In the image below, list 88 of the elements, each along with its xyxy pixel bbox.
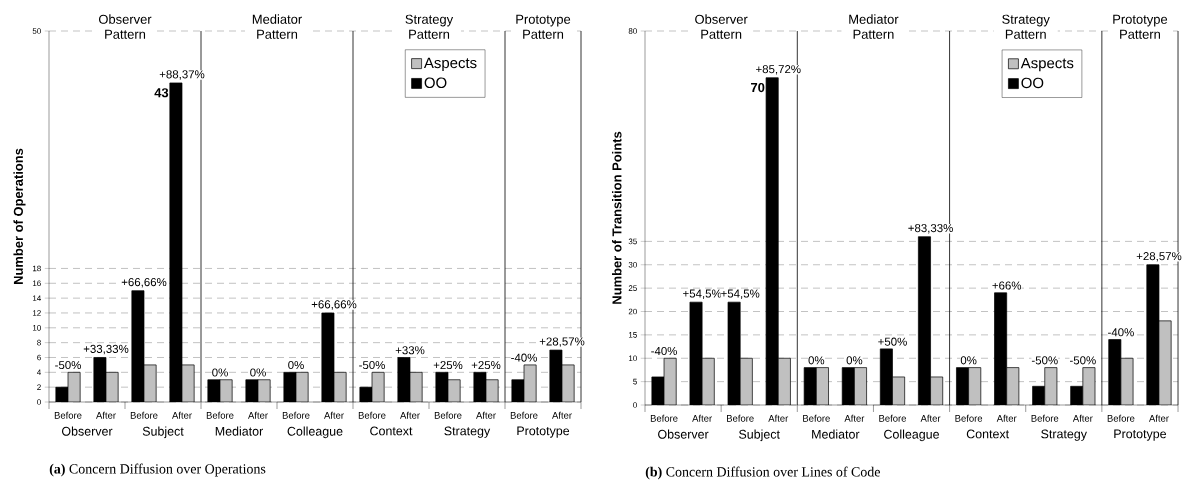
text: Colleague bbox=[884, 429, 939, 442]
annotation: -40% bbox=[511, 353, 537, 362]
annotation: +83,33% bbox=[908, 224, 953, 234]
text: Subject bbox=[142, 426, 184, 439]
text: Prototype bbox=[517, 426, 570, 438]
x-tick-label: After bbox=[248, 411, 268, 419]
text: Strategy bbox=[1041, 429, 1087, 441]
annotation: +54,5% bbox=[683, 289, 722, 299]
x-tick-label: After bbox=[476, 411, 496, 419]
annotation: Mediator Pattern bbox=[849, 14, 899, 39]
x-tick-label: After bbox=[1149, 414, 1169, 422]
x-tick-label: Before bbox=[54, 411, 82, 419]
annotation: +66,66% bbox=[311, 300, 357, 310]
x-tick-label: Before bbox=[282, 411, 310, 419]
legend-label: Aspects bbox=[423, 57, 477, 72]
data-label: 70 bbox=[751, 82, 765, 93]
x-tick-label: After bbox=[96, 411, 116, 419]
text: Prototype bbox=[1114, 429, 1167, 441]
x-tick-label: Before bbox=[879, 414, 906, 422]
x-tick-label: After bbox=[692, 414, 712, 422]
text: Observer bbox=[61, 426, 113, 436]
annotation: -40% bbox=[651, 346, 678, 356]
annotation: 0% bbox=[808, 356, 825, 365]
x-tick-label: Before bbox=[1107, 414, 1135, 422]
x-tick-label: Before bbox=[650, 414, 678, 422]
annotation: Strategy Pattern bbox=[1002, 14, 1050, 39]
annotation: +25% bbox=[471, 361, 501, 370]
annotation: 0% bbox=[960, 356, 977, 365]
annotation: +54,5% bbox=[721, 289, 760, 299]
text: Observer bbox=[658, 429, 709, 439]
annotation: Observer Pattern bbox=[695, 14, 748, 39]
annotation: -50% bbox=[359, 361, 385, 370]
data-label: 43 bbox=[154, 88, 169, 98]
x-tick-label: Before bbox=[510, 411, 538, 419]
annotation: 0% bbox=[250, 368, 266, 377]
annotation: -50% bbox=[1031, 356, 1058, 365]
text: Context bbox=[370, 426, 413, 436]
y-axis-title: Number of Operations bbox=[13, 148, 26, 285]
x-tick-label: After bbox=[172, 411, 192, 419]
annotation: Mediator Pattern bbox=[252, 14, 302, 39]
x-tick-label: Before bbox=[358, 411, 386, 419]
annotation: 0% bbox=[212, 368, 228, 377]
annotation: 0% bbox=[288, 361, 304, 370]
annotation: +33% bbox=[395, 346, 425, 355]
x-tick-label: Before bbox=[955, 414, 983, 422]
x-tick-label: Before bbox=[803, 414, 830, 422]
annotation: Prototype Pattern bbox=[516, 14, 571, 39]
annotation: -50% bbox=[1069, 356, 1096, 365]
x-tick-label: After bbox=[400, 411, 420, 419]
x-tick-label: Before bbox=[727, 414, 754, 422]
text: Mediator bbox=[812, 429, 860, 439]
x-tick-label: Before bbox=[206, 411, 234, 419]
text: Strategy bbox=[444, 426, 491, 438]
text: (b) Concern Diffusion over Lines of Code bbox=[645, 466, 880, 480]
annotation: -50% bbox=[55, 361, 81, 370]
annotation: Observer Pattern bbox=[98, 14, 152, 39]
x-tick-label: Before bbox=[434, 411, 462, 419]
x-tick-label: After bbox=[768, 414, 789, 422]
annotation: +66% bbox=[992, 281, 1022, 290]
annotation: Strategy Pattern bbox=[405, 14, 454, 39]
annotation: +50% bbox=[878, 337, 907, 346]
annotation: +85,72% bbox=[756, 65, 801, 75]
annotation: -40% bbox=[1108, 328, 1134, 337]
legend-label: OO bbox=[424, 77, 447, 89]
annotation: +33,33% bbox=[83, 344, 129, 355]
text: Mediator bbox=[215, 426, 264, 436]
x-tick-label: After bbox=[324, 411, 344, 419]
x-tick-label: Before bbox=[130, 411, 158, 419]
annotation: +66,66% bbox=[121, 278, 167, 288]
text: Context bbox=[966, 429, 1010, 439]
annotation: 0% bbox=[846, 356, 863, 365]
annotation: +28,57% bbox=[539, 337, 585, 347]
legend-label: Aspects bbox=[1020, 57, 1074, 72]
annotation: +88,37% bbox=[159, 70, 205, 80]
x-tick-label: Before bbox=[1031, 414, 1059, 422]
legend-label: OO bbox=[1021, 77, 1044, 89]
y-axis-title: Number of Transition Points bbox=[612, 131, 622, 304]
x-tick-label: After bbox=[996, 414, 1017, 422]
text: Colleague bbox=[287, 426, 343, 439]
x-tick-label: After bbox=[920, 414, 941, 422]
annotation: +28,57% bbox=[1136, 252, 1182, 262]
x-tick-label: After bbox=[844, 414, 865, 422]
x-tick-label: After bbox=[1072, 414, 1093, 422]
annotation: Prototype Pattern bbox=[1113, 14, 1168, 39]
text: Subject bbox=[739, 429, 780, 442]
text: (a) Concern Diffusion over Operations bbox=[49, 463, 266, 477]
annotation: +25% bbox=[433, 361, 463, 370]
x-tick-label: After bbox=[552, 411, 572, 419]
